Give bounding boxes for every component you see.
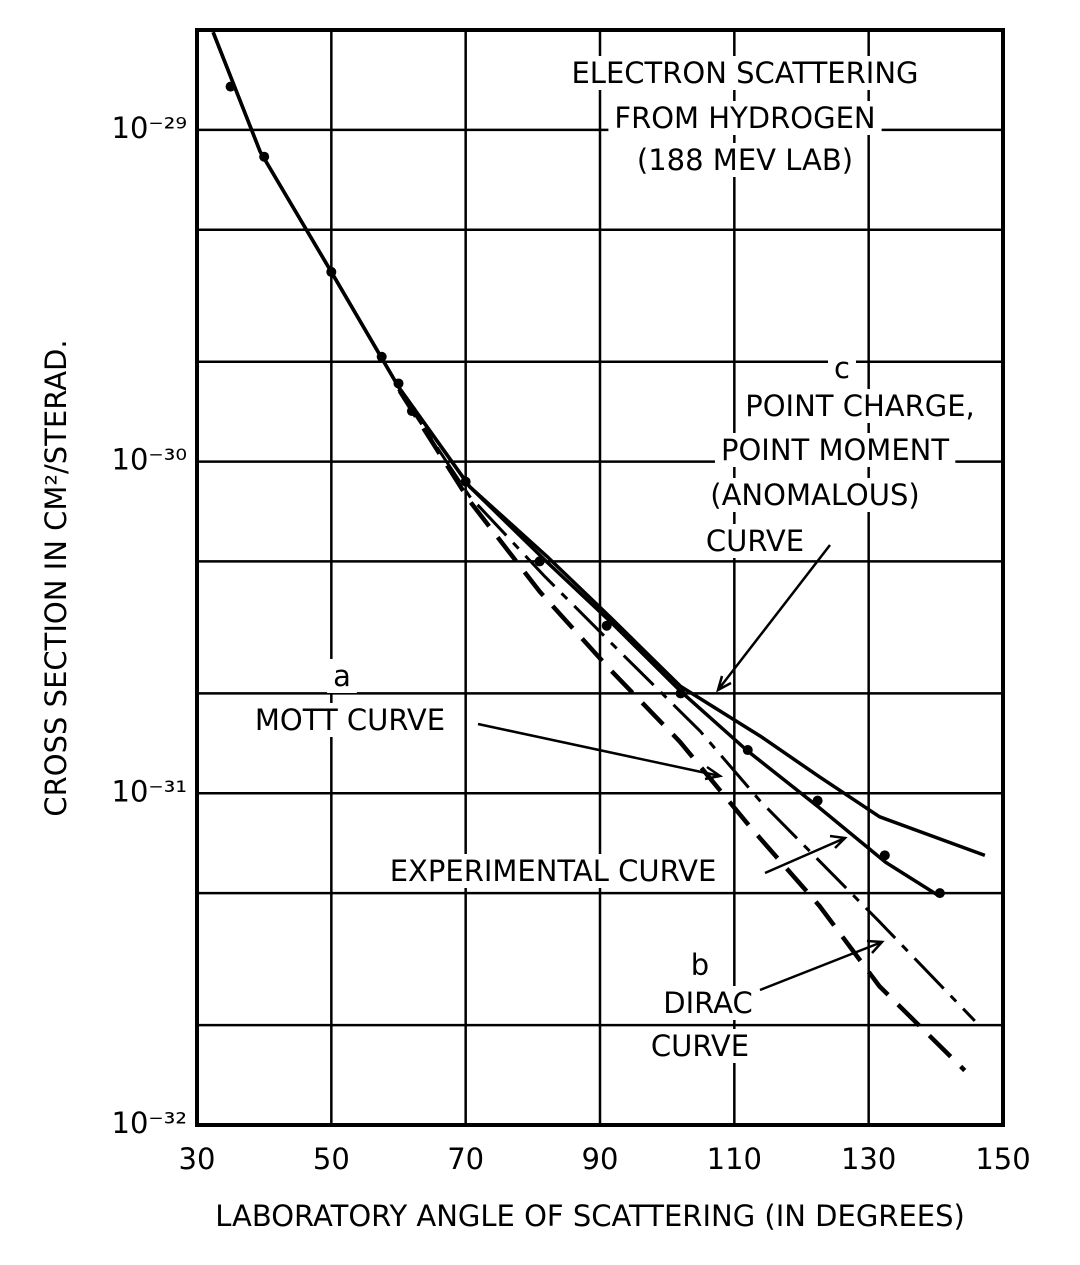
annotation: FROM HYDROGEN <box>614 101 875 135</box>
annotation: (188 MEV LAB) <box>637 143 853 177</box>
annotation: (ANOMALOUS) <box>710 478 919 512</box>
data-point <box>812 795 823 806</box>
annotation-bg <box>630 143 860 177</box>
x-tick-label: 50 <box>313 1142 350 1176</box>
annotation-bg <box>608 101 882 135</box>
annotation-bg <box>828 351 856 385</box>
annotation-bg <box>248 703 452 737</box>
annotation-bg <box>739 389 981 423</box>
y-axis-label: CROSS SECTION IN CM²/STERAD. <box>39 339 73 816</box>
x-tick-label: 30 <box>179 1142 216 1176</box>
annotation: CURVE <box>706 524 804 558</box>
y-tick-label: 10⁻²⁹ <box>112 111 187 145</box>
x-tick-label: 130 <box>841 1142 896 1176</box>
annotation-bg <box>644 1029 756 1063</box>
data-point <box>393 378 404 389</box>
x-tick-label: 90 <box>582 1142 619 1176</box>
y-tick-label: 10⁻³² <box>112 1106 187 1140</box>
data-point <box>675 688 686 699</box>
annotation: a <box>333 659 351 693</box>
data-point <box>406 406 417 417</box>
plot-frame <box>195 28 1005 1127</box>
data-point <box>879 850 890 861</box>
x-tick-label: 70 <box>447 1142 484 1176</box>
data-point <box>259 151 270 162</box>
x-tick-label: 150 <box>975 1142 1030 1176</box>
annotation-bg <box>704 478 926 512</box>
annotation: CURVE <box>651 1029 749 1063</box>
data-point <box>601 620 612 631</box>
annotation: ELECTRON SCATTERING <box>571 56 918 90</box>
curve <box>397 388 976 1022</box>
x-tick-label: 110 <box>707 1142 762 1176</box>
annotation-bg <box>383 854 723 888</box>
curve <box>397 389 967 1073</box>
annotation: b <box>691 948 709 982</box>
data-point <box>742 745 753 756</box>
arrow <box>764 836 846 875</box>
annotation: DIRAC <box>663 986 752 1020</box>
curve <box>211 31 986 857</box>
data-point <box>376 351 387 362</box>
annotation: EXPERIMENTAL CURVE <box>390 854 717 888</box>
annotation-bg <box>714 433 956 467</box>
annotation-bg <box>657 986 759 1020</box>
data-point <box>460 476 471 487</box>
annotation: MOTT CURVE <box>255 703 445 737</box>
annotation: c <box>834 351 850 385</box>
data-point <box>225 81 236 92</box>
data-point <box>934 888 945 899</box>
annotation-bg <box>327 659 357 693</box>
arrow-head <box>829 834 848 849</box>
arrow <box>759 940 883 992</box>
y-tick-label: 10⁻³⁰ <box>112 443 187 477</box>
arrow-head <box>866 939 885 954</box>
annotation-bg <box>565 56 925 90</box>
data-point <box>326 266 337 277</box>
arrow-head <box>715 675 732 693</box>
annotation-bg <box>684 948 716 982</box>
annotation: POINT MOMENT <box>721 433 949 467</box>
y-tick-label: 10⁻³¹ <box>112 774 187 808</box>
data-point <box>534 556 545 567</box>
annotation-bg <box>699 524 811 558</box>
annotation: POINT CHARGE, <box>745 389 975 423</box>
x-axis-label: LABORATORY ANGLE OF SCATTERING (IN DEGRE… <box>215 1199 965 1233</box>
arrow <box>717 544 831 691</box>
